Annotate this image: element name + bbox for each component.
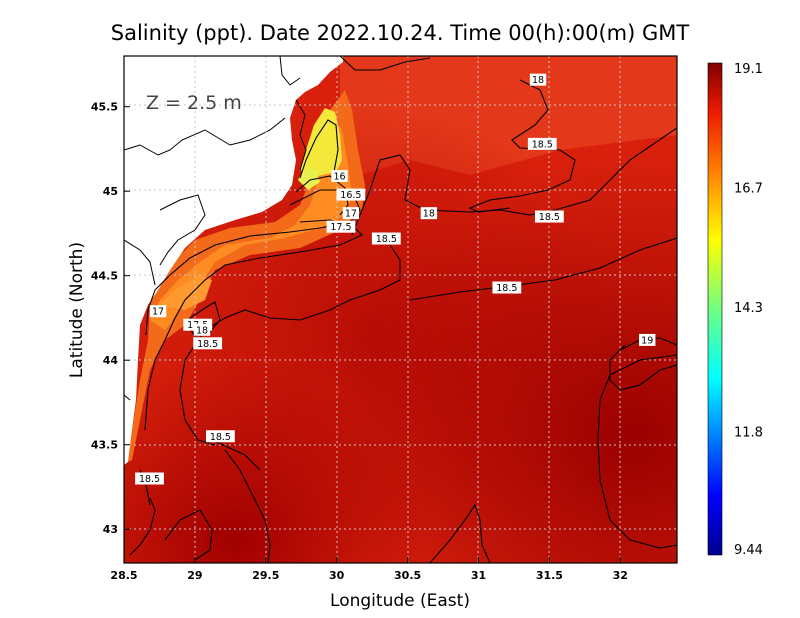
colorbar-gradient (707, 62, 723, 556)
y-tick-label: 44 (103, 354, 119, 367)
plot-area: 1818.51616.5171818.517.518.518.51717.518… (124, 56, 677, 563)
contour-label-bg (193, 337, 223, 350)
x-tick-label: 30.5 (394, 569, 421, 582)
colorbar-tick-label: 14.3 (734, 301, 763, 316)
contour-label-bg (492, 281, 522, 294)
x-tick-label: 28.5 (110, 569, 137, 582)
land-mass (124, 56, 343, 465)
contour-label-text: 17 (345, 209, 357, 220)
chart-title: Salinity (ppt). Date 2022.10.24. Time 00… (111, 21, 690, 45)
contour-label-text: 18.5 (532, 139, 553, 150)
contour-label-text: 18.5 (376, 234, 397, 245)
contour-labels: 1818.51616.5171818.517.518.518.51717.518… (135, 73, 656, 485)
coastline (124, 56, 307, 401)
contour-label: 18.5 (135, 472, 164, 485)
depth-label: Z = 2.5 m (146, 92, 242, 114)
contour-label-text: 18 (196, 325, 208, 336)
contour-label-text: 16.5 (340, 190, 361, 201)
contour-label-bg (371, 232, 401, 245)
contour-label-text: 19 (641, 335, 653, 346)
colorbar: 19.1 16.7 14.3 11.8 9.44 (707, 62, 763, 558)
contour-label-bg (326, 220, 356, 233)
y-tick-label: 44.5 (91, 270, 118, 283)
contour-label-text: 16 (333, 171, 345, 182)
contour-label-text: 18.5 (197, 339, 218, 350)
contour-label: 17.5 (326, 220, 356, 233)
x-tick-label: 29 (187, 569, 202, 582)
contour-label: 17 (342, 207, 360, 220)
colorbar-tick-label: 16.7 (734, 182, 763, 197)
x-tick-label: 32 (613, 569, 628, 582)
x-axis-label: Longitude (East) (330, 591, 470, 611)
x-tick-label: 31 (471, 569, 486, 582)
contour-label-bg (639, 333, 656, 346)
river-plume (128, 90, 365, 462)
x-tick-label: 31.5 (536, 569, 563, 582)
contour-label-bg (529, 73, 547, 86)
fresh-water-zone (300, 108, 342, 176)
contour-label-bg (135, 472, 164, 485)
contour-label: 18.5 (527, 137, 557, 150)
contour-label: 18 (193, 323, 211, 336)
contour-label-text: 17 (152, 307, 164, 318)
y-tick-label: 45.5 (91, 101, 118, 114)
contour-label: 16.5 (336, 188, 366, 201)
colorbar-ticks: 19.1 16.7 14.3 11.8 9.44 (734, 62, 763, 558)
contour-lines (129, 56, 677, 563)
contour-label-bg (420, 207, 438, 220)
contour-label-bg (534, 210, 564, 223)
y-tick-label: 43.5 (91, 439, 118, 452)
x-tick-label: 29.5 (252, 569, 279, 582)
y-tick-label: 45 (103, 185, 118, 198)
colorbar-tick-label: 9.44 (734, 543, 763, 558)
contour-label-text: 18.5 (139, 474, 160, 485)
contour-label-bg (527, 137, 557, 150)
fresh-water-zone-2 (298, 168, 320, 190)
contour-label: 19 (639, 333, 656, 346)
contour-label-bg (206, 430, 235, 443)
contour-label: 18.5 (492, 281, 522, 294)
contour-label-bg (193, 323, 211, 336)
contour-label: 16 (331, 169, 348, 182)
y-axis-ticks: 45.5 45 44.5 44 43.5 43 (91, 101, 130, 536)
contour-label-text: 18 (532, 75, 544, 86)
contour-label-bg (149, 305, 167, 318)
x-axis-ticks: 28.5 29 29.5 30 30.5 31 31.5 32 (110, 557, 628, 582)
contour-label-text: 18.5 (210, 432, 231, 443)
contour-label-text: 18 (423, 209, 435, 220)
contour-label: 18 (420, 207, 438, 220)
contour-label: 18.5 (534, 210, 564, 223)
contour-label: 17 (149, 305, 167, 318)
contour-label: 18.5 (371, 232, 401, 245)
contour-label: 18.5 (193, 337, 223, 350)
plot-frame (123, 55, 678, 564)
y-axis-label: Latitude (North) (67, 242, 87, 378)
colorbar-tick-label: 19.1 (734, 62, 763, 77)
colorbar-tick-label: 11.8 (734, 425, 763, 440)
contour-label-bg (331, 169, 348, 182)
y-tick-label: 43 (103, 523, 118, 536)
contour-label-text: 17.5 (330, 222, 351, 233)
contour-label-text: 18.5 (496, 283, 517, 294)
x-tick-label: 30 (329, 569, 345, 582)
contour-label-bg (342, 207, 360, 220)
contour-label-text: 18.5 (539, 212, 560, 223)
contour-label: 18 (529, 73, 547, 86)
contour-label-bg (336, 188, 366, 201)
plume-patch-south (160, 275, 212, 310)
contour-label: 18.5 (206, 430, 235, 443)
